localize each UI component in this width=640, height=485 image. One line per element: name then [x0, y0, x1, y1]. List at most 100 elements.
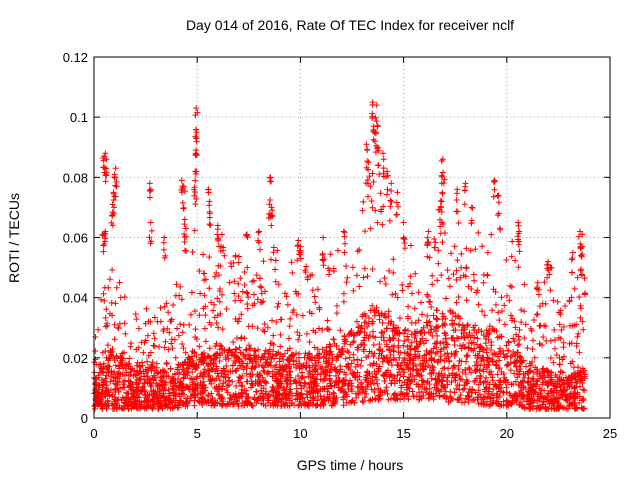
data-point — [350, 287, 357, 294]
data-point — [359, 341, 366, 348]
data-point — [369, 204, 376, 211]
data-point — [455, 219, 462, 226]
data-point — [473, 375, 480, 382]
data-point — [254, 396, 261, 403]
data-point — [428, 348, 435, 355]
data-point — [100, 290, 107, 297]
data-point — [337, 363, 344, 370]
data-point — [380, 165, 387, 172]
data-point — [277, 331, 284, 338]
data-point — [496, 348, 503, 355]
data-point — [489, 307, 496, 314]
data-point — [134, 359, 141, 366]
data-point — [344, 274, 351, 281]
data-point — [275, 281, 282, 288]
data-point — [260, 367, 267, 374]
data-point — [99, 405, 106, 412]
data-point — [197, 290, 204, 297]
data-point — [399, 287, 406, 294]
data-point — [302, 380, 309, 387]
data-point — [484, 249, 491, 256]
data-point — [514, 367, 521, 374]
data-point — [103, 306, 110, 313]
data-point — [270, 244, 277, 251]
data-point — [256, 370, 263, 377]
data-point — [216, 298, 223, 305]
data-point — [577, 302, 584, 309]
data-point — [215, 324, 222, 331]
data-point — [405, 303, 412, 310]
data-point — [464, 352, 471, 359]
data-point — [105, 369, 112, 376]
data-point — [171, 370, 178, 377]
data-point — [353, 272, 360, 279]
data-point — [388, 361, 395, 368]
data-point — [210, 361, 217, 368]
data-point — [309, 287, 316, 294]
data-point — [281, 401, 288, 408]
data-point — [473, 329, 480, 336]
data-point — [301, 354, 308, 361]
data-point — [394, 189, 401, 196]
data-point — [290, 357, 297, 364]
data-point — [110, 190, 117, 197]
data-point — [453, 267, 460, 274]
data-point — [579, 379, 586, 386]
data-point — [426, 298, 433, 305]
data-point — [469, 332, 476, 339]
data-point — [331, 365, 338, 372]
data-point — [272, 278, 279, 285]
data-point — [536, 323, 543, 330]
data-point — [253, 272, 260, 279]
data-point — [120, 378, 127, 385]
data-point — [211, 314, 218, 321]
data-point — [413, 338, 420, 345]
data-point — [415, 317, 422, 324]
data-point — [332, 379, 339, 386]
data-point — [439, 310, 446, 317]
data-point — [327, 251, 334, 258]
data-point — [503, 397, 510, 404]
data-point — [518, 319, 525, 326]
data-point — [548, 369, 555, 376]
data-point — [372, 149, 379, 156]
data-point — [175, 332, 182, 339]
data-point — [464, 321, 471, 328]
data-point — [91, 405, 98, 412]
data-point — [229, 348, 236, 355]
data-point — [247, 345, 254, 352]
data-point — [434, 324, 441, 331]
data-point — [433, 316, 440, 323]
data-point — [550, 297, 557, 304]
data-point — [229, 378, 236, 385]
data-point — [569, 249, 576, 256]
data-point — [384, 191, 391, 198]
data-point — [188, 289, 195, 296]
data-point — [100, 164, 107, 171]
data-point — [536, 397, 543, 404]
data-point — [276, 358, 283, 365]
data-point — [138, 403, 145, 410]
data-point — [540, 333, 547, 340]
data-point — [448, 250, 455, 257]
data-point — [317, 376, 324, 383]
data-point — [474, 287, 481, 294]
data-point — [241, 402, 248, 409]
data-point — [244, 305, 251, 312]
y-tick-label: 0 — [81, 411, 88, 426]
data-point — [145, 392, 152, 399]
data-point — [428, 356, 435, 363]
data-point — [267, 196, 274, 203]
data-point — [304, 330, 311, 337]
data-point — [214, 226, 221, 233]
data-point — [390, 356, 397, 363]
data-point — [442, 332, 449, 339]
data-point — [200, 381, 207, 388]
data-point — [112, 165, 119, 172]
data-point — [340, 396, 347, 403]
data-point — [242, 347, 249, 354]
data-point — [333, 357, 340, 364]
data-point — [147, 349, 154, 356]
data-point — [147, 188, 154, 195]
data-point — [321, 349, 328, 356]
